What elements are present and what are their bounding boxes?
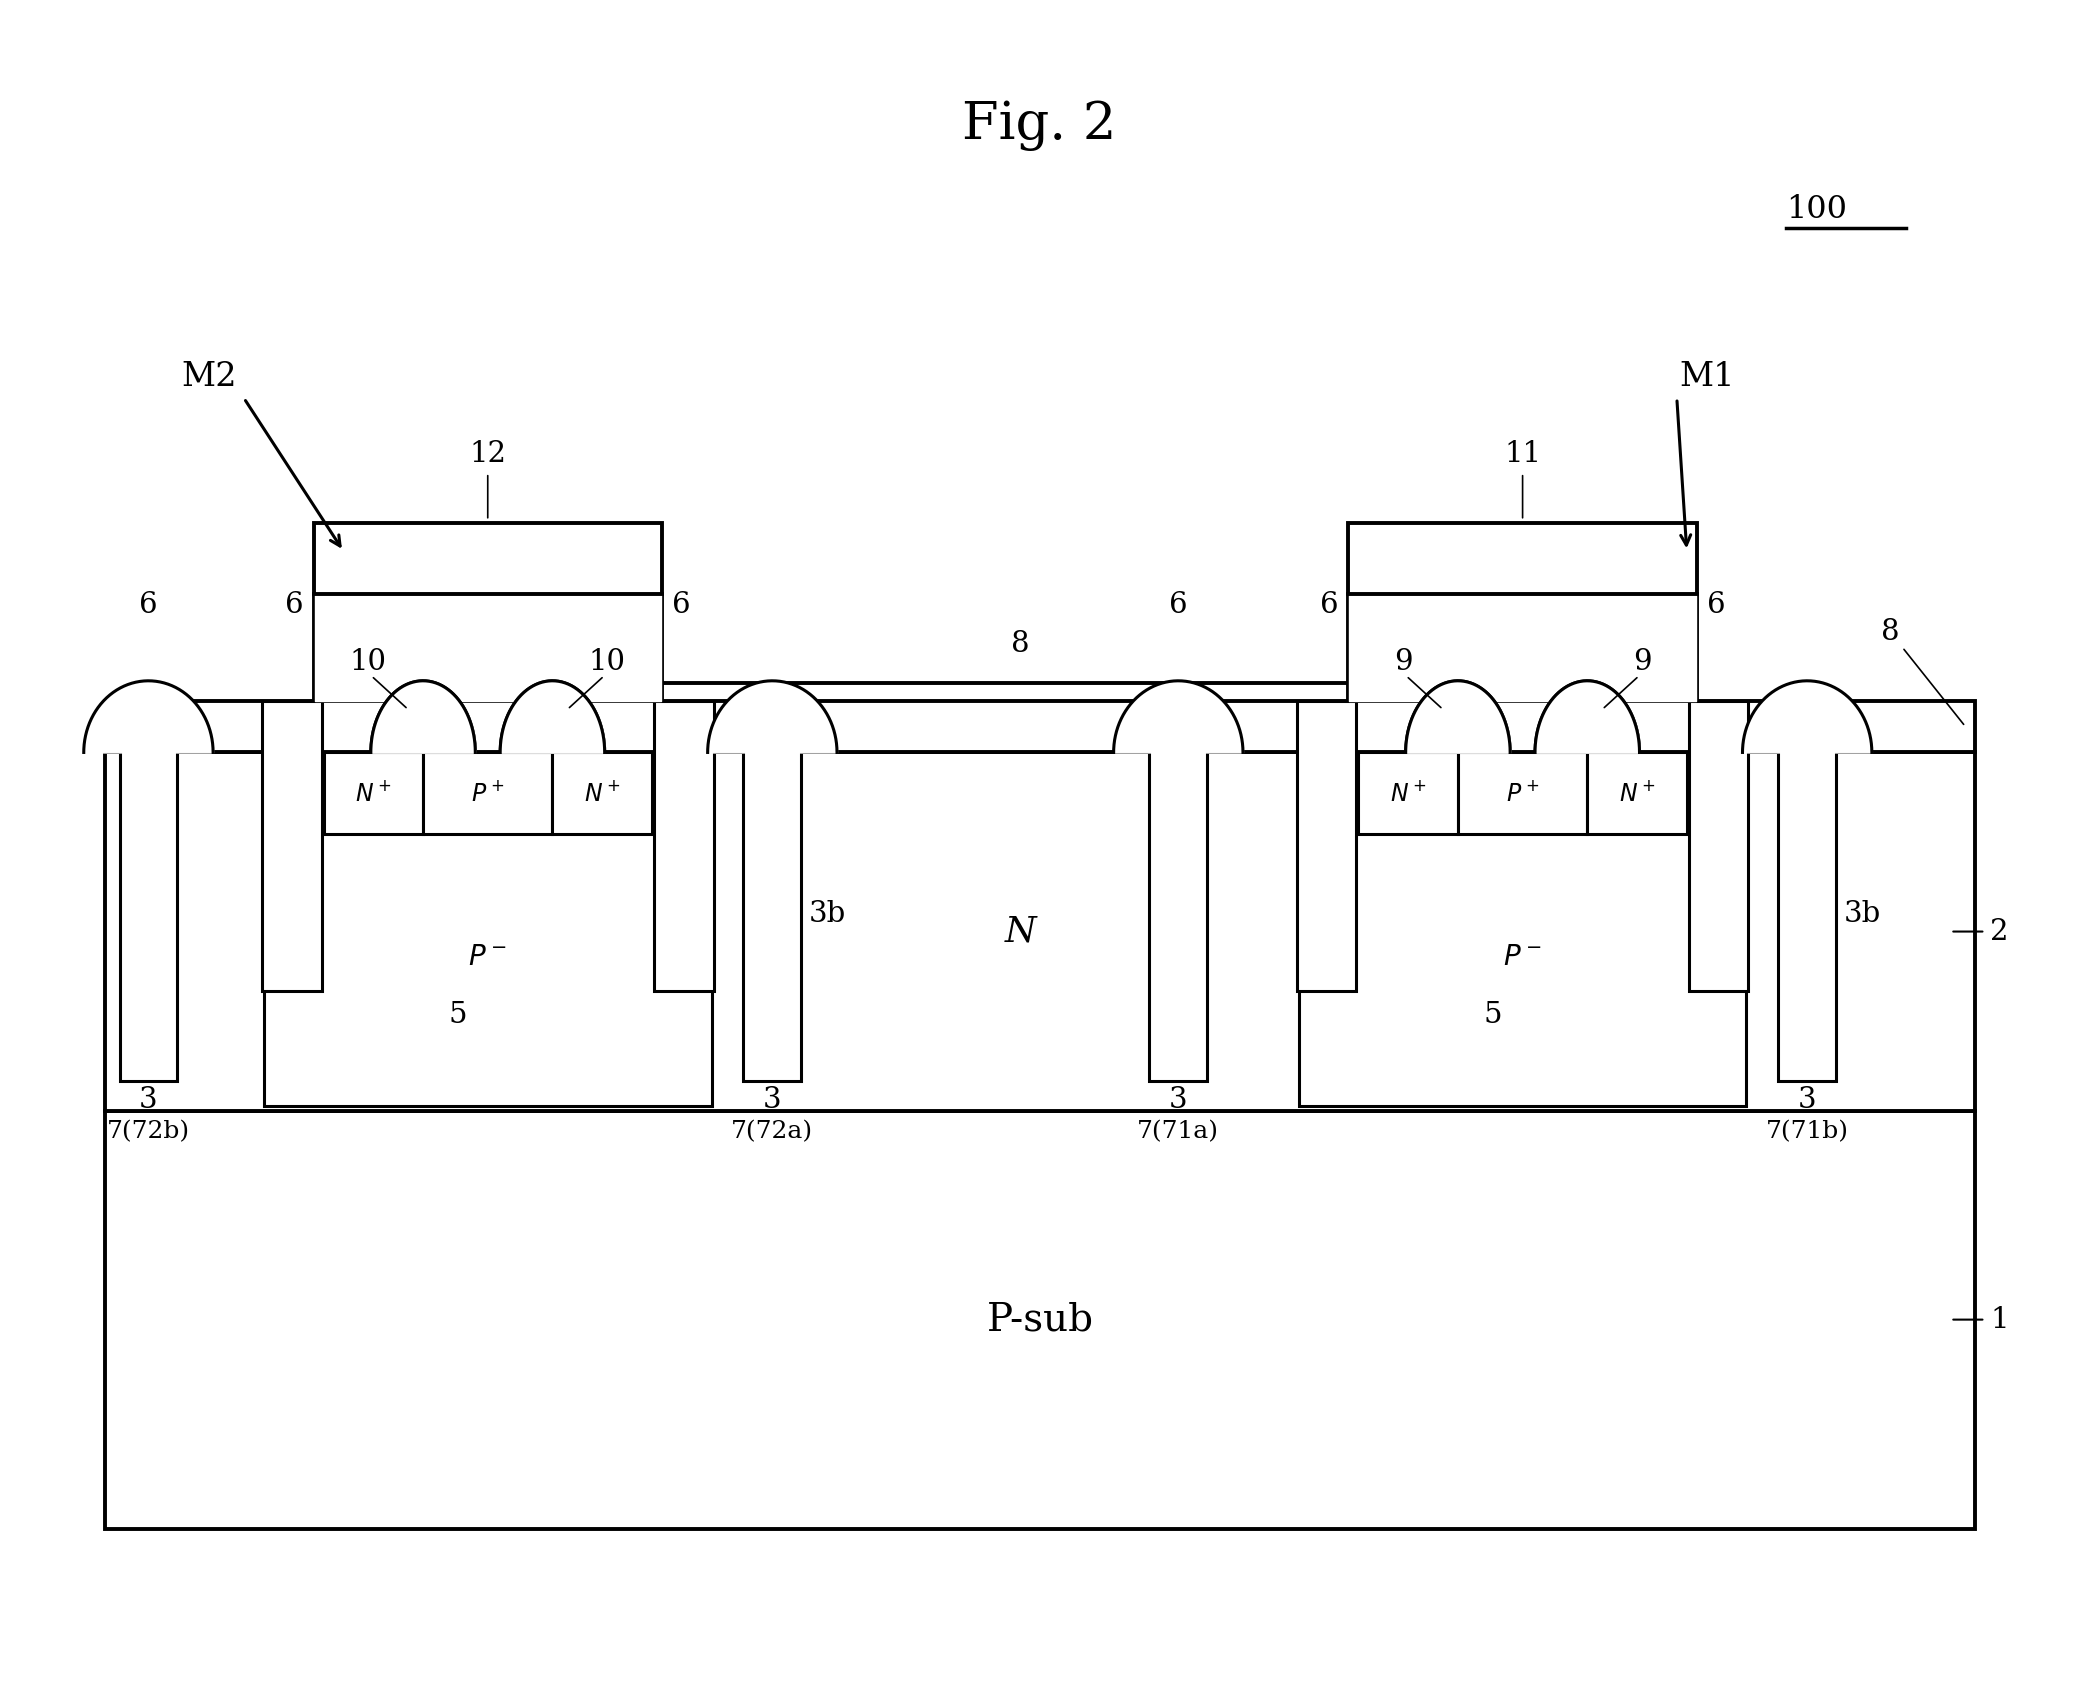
- Bar: [121, 701, 177, 1082]
- Text: 10: 10: [588, 648, 625, 676]
- Bar: [655, 701, 713, 991]
- Bar: [314, 523, 663, 594]
- Text: 5: 5: [449, 1001, 468, 1029]
- Text: $P^-$: $P^-$: [468, 944, 507, 971]
- Text: 9: 9: [1394, 648, 1413, 676]
- Bar: [553, 752, 652, 834]
- Text: 3: 3: [1797, 1087, 1816, 1113]
- Text: 6: 6: [285, 590, 303, 619]
- Text: $P^+$: $P^+$: [472, 780, 505, 806]
- Text: 10: 10: [349, 648, 387, 676]
- Text: $P^+$: $P^+$: [1507, 780, 1540, 806]
- Bar: [1349, 523, 1698, 594]
- Bar: [104, 701, 1976, 752]
- Text: 3: 3: [763, 1087, 781, 1113]
- Text: $P^-$: $P^-$: [1502, 944, 1542, 971]
- Text: 3: 3: [139, 1087, 158, 1113]
- Text: 6: 6: [1170, 590, 1189, 619]
- Text: $N^+$: $N^+$: [355, 780, 391, 806]
- Text: 6: 6: [139, 590, 158, 619]
- Text: 6: 6: [671, 590, 690, 619]
- Bar: [1359, 752, 1459, 834]
- Bar: [744, 701, 802, 1082]
- Bar: [1299, 762, 1746, 1105]
- Bar: [262, 701, 322, 991]
- Text: 7(71a): 7(71a): [1137, 1120, 1220, 1144]
- Text: 8: 8: [1010, 631, 1029, 658]
- Text: Fig. 2: Fig. 2: [962, 99, 1116, 151]
- Text: 11: 11: [1504, 441, 1542, 468]
- Bar: [104, 752, 1976, 1110]
- Bar: [264, 762, 711, 1105]
- Bar: [1689, 701, 1748, 991]
- Text: $N^+$: $N^+$: [584, 780, 621, 806]
- Bar: [324, 752, 424, 834]
- Text: M1: M1: [1679, 362, 1735, 394]
- Text: $N^+$: $N^+$: [1390, 780, 1426, 806]
- Bar: [1149, 701, 1207, 1082]
- Text: 7(71b): 7(71b): [1766, 1120, 1849, 1144]
- Text: 1: 1: [1991, 1305, 2009, 1334]
- Text: 3: 3: [1170, 1087, 1189, 1113]
- Text: 12: 12: [470, 441, 507, 468]
- Text: 9: 9: [1633, 648, 1652, 676]
- Text: 7(72b): 7(72b): [106, 1120, 189, 1144]
- Text: N: N: [1004, 915, 1037, 949]
- Text: 3b: 3b: [1843, 900, 1881, 928]
- Text: P-sub: P-sub: [987, 1302, 1093, 1339]
- Bar: [1459, 752, 1588, 834]
- Text: 6: 6: [1706, 590, 1725, 619]
- Bar: [1588, 752, 1687, 834]
- Bar: [424, 752, 553, 834]
- Bar: [1297, 701, 1357, 991]
- Text: $N^+$: $N^+$: [1619, 780, 1656, 806]
- Bar: [104, 1110, 1976, 1529]
- Text: 100: 100: [1787, 193, 1847, 225]
- Text: 3b: 3b: [808, 900, 846, 928]
- Text: 8: 8: [1881, 617, 1964, 725]
- Bar: [1779, 701, 1837, 1082]
- Text: M2: M2: [181, 362, 237, 394]
- Text: 2: 2: [1991, 918, 2009, 945]
- Text: 6: 6: [1320, 590, 1338, 619]
- Text: 7(72a): 7(72a): [731, 1120, 812, 1144]
- Text: 5: 5: [1484, 1001, 1502, 1029]
